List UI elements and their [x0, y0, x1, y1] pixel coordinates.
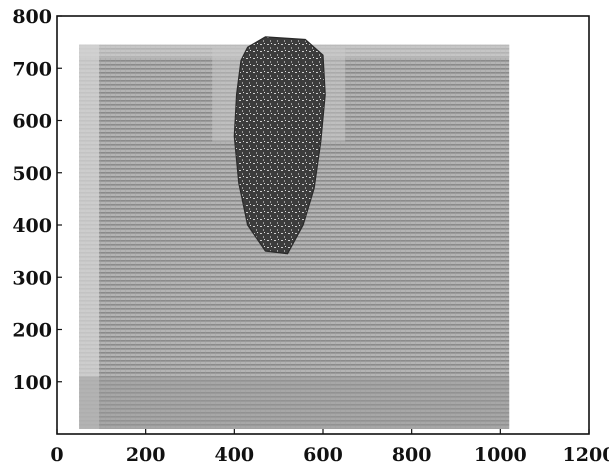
x-tick-label: 200: [126, 444, 166, 466]
x-axis: 0 200 400 600 800 1000 1200: [50, 429, 609, 466]
y-tick-label: 500: [12, 163, 52, 185]
y-axis: 100 200 300 400 500 600 700 800: [12, 6, 62, 394]
x-tick-label: 800: [392, 444, 432, 466]
x-tick-label: 600: [303, 444, 343, 466]
y-tick-label: 800: [12, 6, 52, 28]
y-tick-label: 400: [12, 215, 52, 237]
y-tick-label: 300: [12, 267, 52, 289]
field-bottom-band: [79, 376, 510, 429]
y-tick-label: 100: [12, 372, 52, 394]
y-tick-label: 600: [12, 111, 52, 133]
x-tick-label: 400: [214, 444, 254, 466]
y-tick-label: 700: [12, 58, 52, 80]
x-tick-label: 1200: [563, 444, 609, 466]
dark-plume-region: [233, 36, 326, 255]
x-tick-label: 0: [50, 444, 63, 466]
x-tick-label: 1000: [474, 444, 527, 466]
field-left-band: [79, 44, 100, 429]
y-tick-label: 200: [12, 320, 52, 342]
plume-shape: [233, 36, 326, 255]
